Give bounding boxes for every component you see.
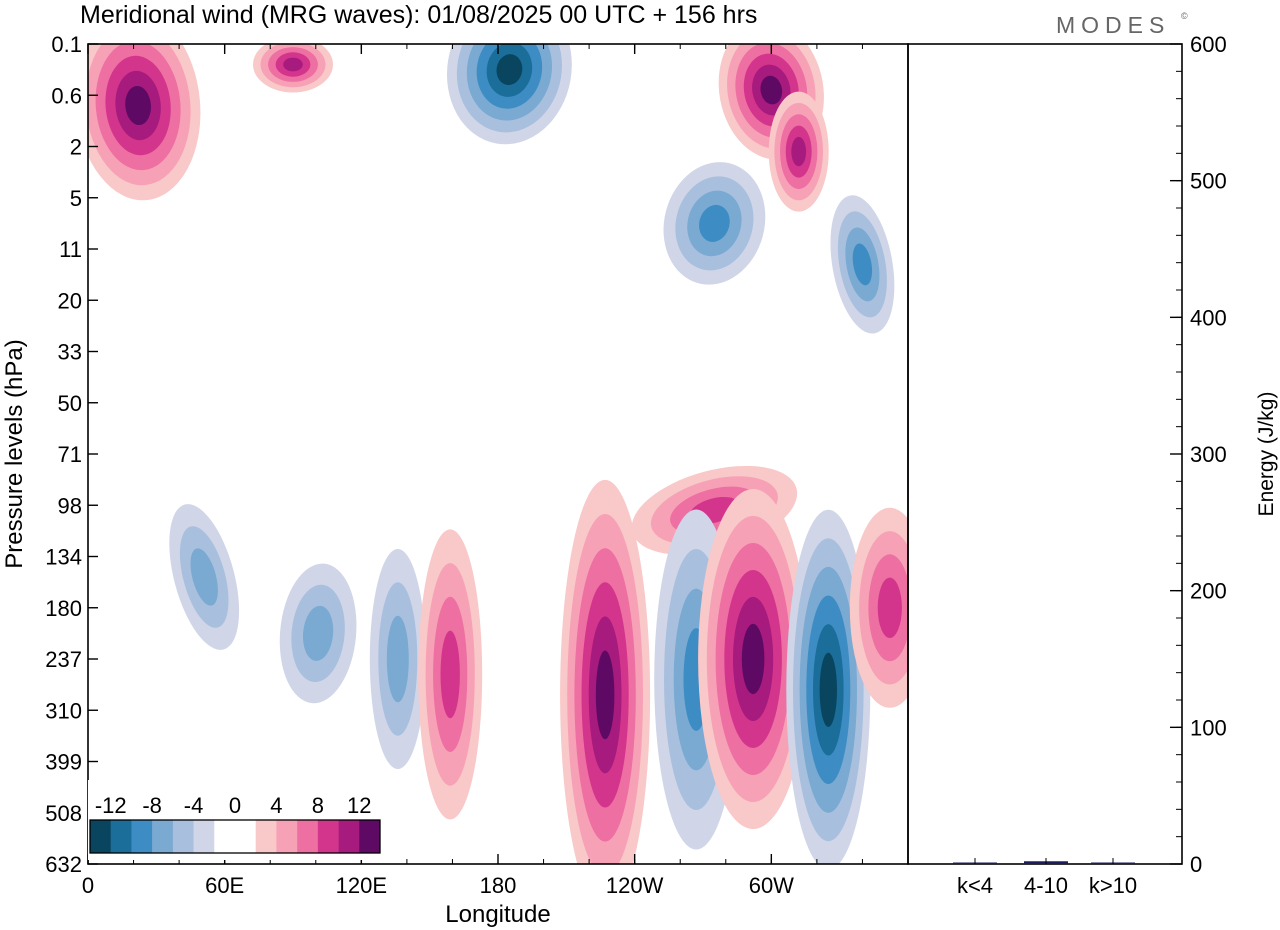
energy-tick-label: 400 [1190, 305, 1227, 330]
colorbar-swatch [359, 820, 381, 853]
wind-contour-negative [852, 243, 873, 286]
colorbar-swatch [214, 820, 236, 853]
energy-axis-label: Energy (J/kg) [1255, 392, 1278, 517]
pressure-tick-label: 508 [45, 801, 82, 826]
energy-tick-label: 100 [1190, 715, 1227, 740]
colorbar-swatch [131, 820, 153, 853]
longitude-tick-label: 60W [749, 873, 794, 898]
colorbar-swatch [110, 820, 132, 853]
pressure-tick-label: 20 [58, 288, 82, 313]
energy-tick-label: 500 [1190, 169, 1227, 194]
wind-contour-positive [741, 623, 765, 695]
pressure-tick-label: 632 [45, 852, 82, 877]
longitude-tick-label: 0 [82, 873, 94, 898]
colorbar-swatch [276, 820, 298, 853]
colorbar-swatch [172, 820, 194, 853]
colorbar-label: 0 [229, 793, 241, 818]
wind-contour-negative [386, 615, 409, 703]
energy-tick-label: 200 [1190, 579, 1227, 604]
energy-tick-label: 0 [1190, 852, 1202, 877]
colorbar-outline [89, 819, 381, 854]
wind-contour-positive [877, 577, 902, 638]
colorbar-swatch [152, 820, 174, 853]
colorbar-label: 12 [347, 793, 371, 818]
colorbar-labels: -12 -8 -4 0 4 8 12 [95, 793, 372, 818]
energy-frame [907, 43, 1183, 865]
pressure-tick-label: 310 [45, 698, 82, 723]
brand-logo: MODES [1056, 12, 1170, 38]
wind-contour-positive [760, 75, 783, 105]
wind-contour-positive [125, 85, 151, 126]
pressure-axis: 0.1 0.6 2 5 11 20 33 50 71 98 134 180 237 310 399 508 63… [45, 32, 98, 877]
pressure-tick-label: 33 [58, 340, 82, 365]
pressure-tick-label: 0.6 [51, 83, 82, 108]
pressure-tick-label: 98 [58, 493, 82, 518]
energy-tick-label: 600 [1190, 32, 1227, 57]
wind-contour-negative [819, 652, 837, 727]
wavenumber-axis: k<4 4-10 k>10 [957, 858, 1137, 898]
colorbar-label: 8 [312, 793, 324, 818]
longitude-axis: 0 60E 120E 180 120W 60W [82, 44, 909, 898]
pressure-tick-label: 11 [59, 237, 82, 262]
heatmap-field [88, 44, 908, 864]
wavenumber-label: k>10 [1089, 873, 1137, 898]
colorbar-label: -4 [184, 793, 204, 818]
pressure-tick-label: 134 [45, 545, 82, 570]
pressure-tick-label: 399 [45, 750, 82, 775]
chart-title: Meridional wind (MRG waves): 01/08/2025 … [80, 1, 757, 29]
pressure-tick-label: 0.1 [51, 32, 82, 57]
wind-contour-negative [190, 548, 218, 606]
colorbar-label: -12 [95, 793, 127, 818]
colorbar-swatch [255, 820, 277, 853]
wind-contour-negative [302, 605, 334, 661]
pressure-tick-label: 50 [58, 391, 82, 416]
colorbar-label: -8 [142, 793, 162, 818]
colorbar-swatches [89, 819, 381, 854]
longitude-tick-label: 120E [336, 873, 387, 898]
wind-contour-positive [595, 650, 615, 740]
pressure-tick-label: 5 [70, 186, 82, 211]
longitude-tick-label: 60E [205, 873, 244, 898]
energy-axis: 0 100 200 300 400 500 600 [1170, 32, 1227, 877]
longitude-tick-label: 180 [480, 873, 517, 898]
colorbar-swatch [297, 820, 319, 853]
colorbar-swatch [317, 820, 339, 853]
colorbar-label: 4 [270, 793, 282, 818]
wind-contour-negative [496, 54, 523, 86]
colorbar-swatch [193, 820, 215, 853]
wavenumber-label: k<4 [957, 873, 993, 898]
pressure-tick-label: 71 [58, 442, 82, 467]
pressure-tick-label: 2 [70, 135, 82, 160]
colorbar-swatch [235, 820, 257, 853]
colorbar-swatch [338, 820, 360, 853]
longitude-tick-label: 120W [606, 873, 664, 898]
x-axis-label: Longitude [445, 901, 550, 928]
wavenumber-label: 4-10 [1024, 873, 1068, 898]
colorbar: -12 -8 -4 0 4 8 12 [88, 780, 384, 860]
pressure-tick-label: 180 [45, 596, 82, 621]
colorbar-swatch [90, 820, 112, 853]
wind-contour-positive [440, 630, 460, 719]
y-axis-label: Pressure levels (hPa) [1, 339, 28, 568]
brand-mark: © [1181, 11, 1188, 21]
wind-contour-positive [283, 57, 303, 72]
wind-contour-positive [791, 136, 807, 167]
pressure-tick-label: 237 [45, 647, 82, 672]
energy-bars [953, 861, 1135, 864]
wind-contour-negative [699, 204, 730, 242]
energy-tick-label: 300 [1190, 442, 1227, 467]
